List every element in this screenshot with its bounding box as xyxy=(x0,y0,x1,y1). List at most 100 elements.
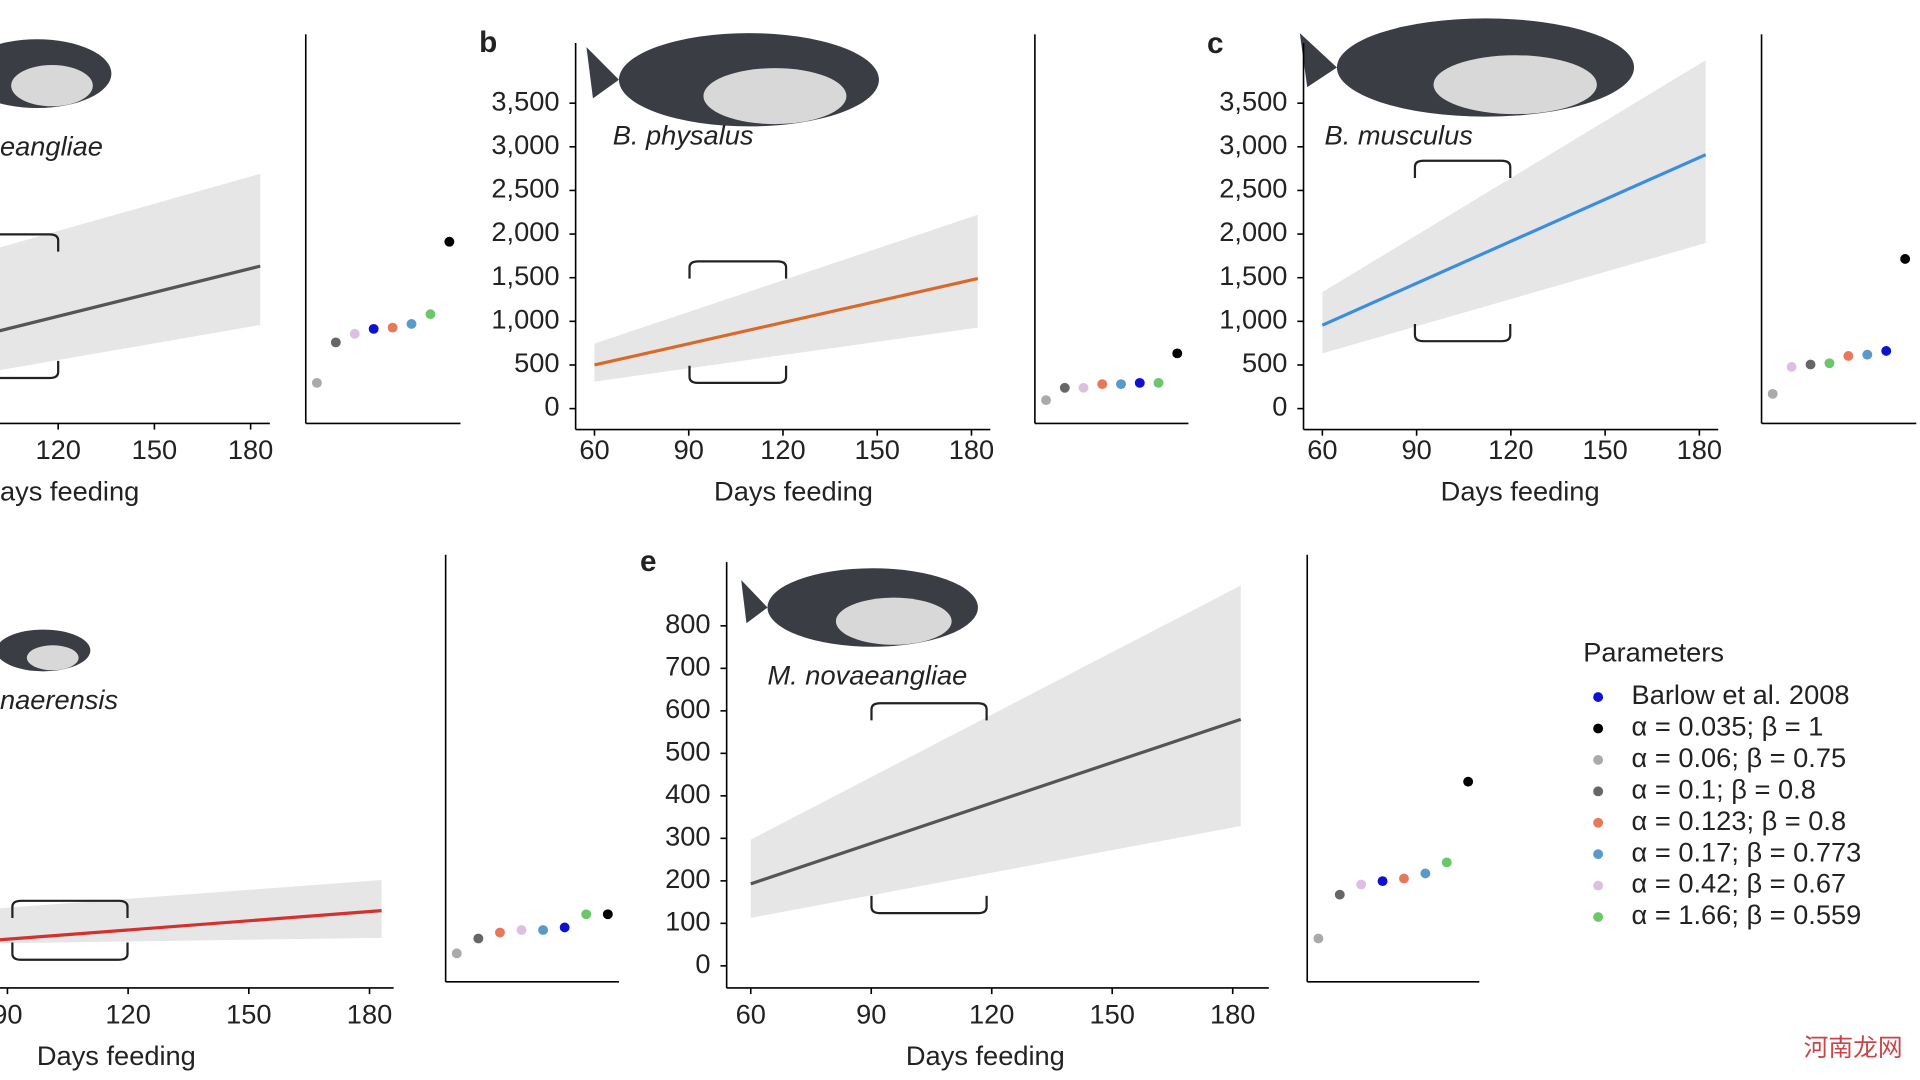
confidence-band xyxy=(1322,60,1706,354)
panel-label: b xyxy=(479,26,497,59)
legend-label: Barlow et al. 2008 xyxy=(1632,679,1850,710)
legend-label: α = 1.66; β = 0.559 xyxy=(1632,899,1862,930)
x-tick-label: 60 xyxy=(736,998,766,1029)
y-tick-label: 2,500 xyxy=(1219,173,1287,204)
parameter-dot xyxy=(1334,889,1345,900)
y-tick-label: 200 xyxy=(665,863,710,894)
trend-line xyxy=(594,277,979,367)
parameter-dot xyxy=(330,337,341,348)
y-tick-label: 800 xyxy=(665,608,710,639)
x-axis-title: ays feeding xyxy=(0,476,139,507)
bracket xyxy=(688,365,788,385)
parameter-dot xyxy=(602,909,613,920)
y-tick-label: 700 xyxy=(665,651,710,682)
y-tick-label: 300 xyxy=(665,821,710,852)
parameter-dot xyxy=(1420,868,1431,879)
trend-line xyxy=(0,909,382,942)
parameter-dot xyxy=(494,927,505,938)
parameter-dot xyxy=(1843,351,1854,361)
x-tick-label: 120 xyxy=(969,998,1014,1029)
legend-label: α = 0.17; β = 0.773 xyxy=(1632,836,1862,867)
parameter-dot xyxy=(538,925,549,935)
x-tick-label: 150 xyxy=(1582,434,1627,465)
x-tick-label: 60 xyxy=(579,434,609,465)
whale-illustration xyxy=(703,68,847,125)
x-tick-label: 90 xyxy=(1401,434,1431,465)
bracket xyxy=(11,942,129,961)
x-tick-label: 120 xyxy=(35,434,80,465)
parameter-dot xyxy=(1116,379,1126,390)
trend-line xyxy=(750,717,1242,886)
legend-marker xyxy=(1593,880,1604,891)
bracket xyxy=(870,895,988,915)
trend-line xyxy=(0,264,261,333)
whale-tail xyxy=(1299,33,1337,88)
species-name: B. physalus xyxy=(613,120,754,151)
x-tick-label: 150 xyxy=(226,998,271,1029)
x-tick-label: 60 xyxy=(1307,434,1337,465)
bracket xyxy=(870,702,988,721)
panel-label: c xyxy=(1207,27,1224,60)
trend-line xyxy=(1321,153,1707,327)
legend-label: α = 0.06; β = 0.75 xyxy=(1632,742,1847,773)
bracket xyxy=(0,233,60,252)
species-name: B. musculus xyxy=(1325,120,1473,151)
y-tick-label: 100 xyxy=(665,906,710,937)
x-tick-label: 180 xyxy=(228,434,273,465)
watermark: 河南龙网 xyxy=(1804,1034,1903,1062)
legend-marker xyxy=(1593,723,1604,734)
parameter-dot xyxy=(1900,254,1911,264)
parameter-dot xyxy=(368,323,379,334)
y-tick-label: 500 xyxy=(514,347,559,378)
y-tick-label: 500 xyxy=(665,736,710,767)
confidence-band xyxy=(0,880,382,944)
parameter-dot xyxy=(1153,377,1164,388)
y-tick-label: 3,000 xyxy=(491,129,559,160)
parameter-dot xyxy=(473,933,484,944)
parameter-dot xyxy=(1313,933,1324,944)
whale-illustration xyxy=(835,597,952,645)
x-tick-label: 180 xyxy=(347,998,392,1029)
parameter-dot xyxy=(1881,346,1892,356)
confidence-band xyxy=(594,214,978,382)
x-tick-label: 90 xyxy=(0,998,23,1029)
parameter-dot xyxy=(451,948,462,959)
legend-label: α = 0.1; β = 0.8 xyxy=(1632,774,1816,805)
parameter-dot xyxy=(1097,379,1108,390)
x-axis-title: Days feeding xyxy=(1441,476,1600,507)
confidence-band xyxy=(750,585,1241,918)
y-tick-label: 1,500 xyxy=(491,260,559,291)
parameter-dot xyxy=(387,322,398,333)
x-axis-title: Days feeding xyxy=(37,1040,196,1071)
parameter-dot xyxy=(444,236,455,247)
parameter-dot xyxy=(311,377,322,388)
legend-label: α = 0.035; β = 1 xyxy=(1632,711,1824,742)
bracket xyxy=(0,360,60,380)
x-tick-label: 180 xyxy=(1210,998,1255,1029)
y-tick-label: 1,500 xyxy=(1219,260,1287,291)
x-axis-title: Days feeding xyxy=(714,476,873,507)
whale-illustration xyxy=(11,65,93,107)
x-tick-label: 150 xyxy=(1090,998,1135,1029)
x-tick-label: 120 xyxy=(1488,434,1533,465)
parameter-dot xyxy=(1441,857,1452,868)
whale-illustration xyxy=(1433,55,1597,115)
y-tick-label: 3,000 xyxy=(1219,129,1287,160)
x-tick-label: 180 xyxy=(949,434,994,465)
x-tick-label: 150 xyxy=(855,434,900,465)
legend-marker xyxy=(1593,692,1604,702)
y-tick-label: 0 xyxy=(1272,391,1287,422)
x-tick-label: 90 xyxy=(856,998,886,1029)
species-name: eangliae xyxy=(0,131,103,162)
x-tick-label: 120 xyxy=(105,998,150,1029)
parameter-dot xyxy=(1059,382,1070,393)
species-name: M. novaeangliae xyxy=(768,660,968,691)
y-tick-label: 2,500 xyxy=(491,173,559,204)
parameter-dot xyxy=(349,328,360,339)
y-tick-label: 1,000 xyxy=(491,304,559,335)
y-tick-label: 2,000 xyxy=(491,216,559,247)
x-tick-label: 90 xyxy=(674,434,704,465)
bracket xyxy=(1413,159,1512,178)
parameter-dot xyxy=(1041,395,1051,406)
